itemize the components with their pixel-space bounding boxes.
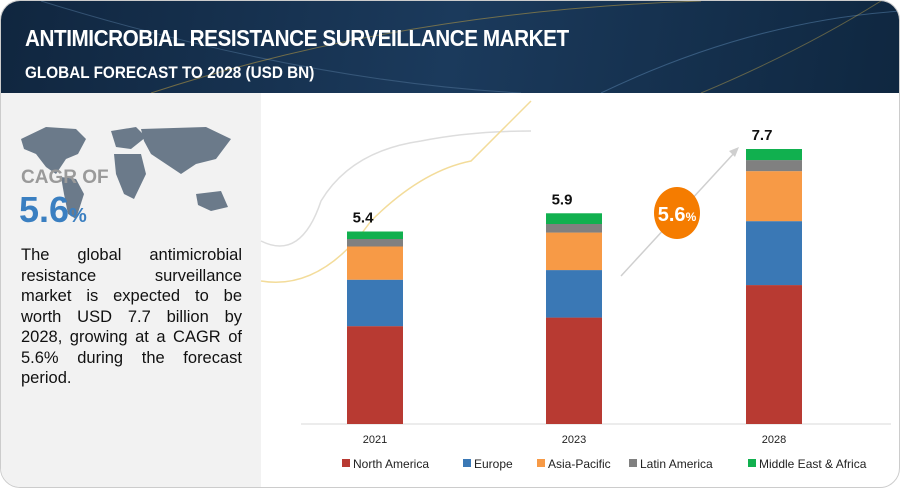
bar-segment-middle-east-africa-2028 — [746, 149, 802, 161]
decor-swoosh-gray — [260, 130, 532, 247]
x-tick-2028: 2028 — [762, 434, 786, 446]
legend-swatch — [537, 459, 545, 467]
bar-segment-north-america-2021 — [347, 326, 403, 424]
bar-segment-europe-2028 — [746, 221, 802, 286]
cagr-badge — [654, 187, 700, 239]
bar-segment-asia-pacific-2023 — [546, 232, 602, 271]
bar-segment-europe-2023 — [546, 270, 602, 318]
header: ANTIMICROBIAL RESISTANCE SURVEILLANCE MA… — [1, 1, 899, 93]
legend-swatch — [748, 459, 756, 467]
page-subtitle: GLOBAL FORECAST TO 2028 (USD BN) — [25, 63, 315, 82]
legend-label: Latin America — [640, 457, 713, 471]
total-label-2023: 5.9 — [552, 191, 573, 208]
bar-segment-middle-east-africa-2023 — [546, 213, 602, 224]
legend-swatch — [463, 459, 471, 467]
total-label-2028: 7.7 — [752, 127, 773, 144]
legend-label: Europe — [474, 457, 513, 471]
bar-segment-europe-2021 — [347, 279, 403, 327]
cagr-unit: % — [69, 205, 87, 227]
bar-segment-latin-america-2028 — [746, 160, 802, 172]
growth-arrow-head — [729, 147, 739, 157]
page-title: ANTIMICROBIAL RESISTANCE SURVEILLANCE MA… — [25, 25, 569, 51]
cagr-badge-text: 5.6% — [658, 204, 697, 226]
bar-segment-north-america-2028 — [746, 285, 802, 424]
legend-label: Asia-Pacific — [548, 457, 611, 471]
legend-swatch — [342, 459, 350, 467]
bar-segment-latin-america-2023 — [546, 224, 602, 233]
x-tick-2021: 2021 — [363, 434, 387, 446]
bar-segment-latin-america-2021 — [347, 239, 403, 247]
bar-segment-asia-pacific-2021 — [347, 246, 403, 280]
x-tick-2023: 2023 — [562, 434, 586, 446]
bar-segment-asia-pacific-2028 — [746, 171, 802, 222]
legend-label: North America — [353, 457, 429, 471]
header-background-lines — [40, 1, 899, 93]
total-label-2021: 5.4 — [353, 210, 375, 227]
world-map-icon — [21, 127, 231, 219]
bar-segment-north-america-2023 — [546, 317, 602, 424]
decor-swoosh-yellow — [260, 100, 532, 283]
legend-swatch — [629, 459, 637, 467]
market-description: The global antimicrobial resistance surv… — [21, 246, 242, 387]
cagr-label: CAGR OF — [21, 167, 109, 188]
cagr-number: 5.6 — [19, 189, 70, 230]
cagr-value: 5.6% — [19, 189, 87, 231]
bar-segment-middle-east-africa-2021 — [347, 231, 403, 239]
legend-label: Middle East & Africa — [759, 457, 867, 471]
